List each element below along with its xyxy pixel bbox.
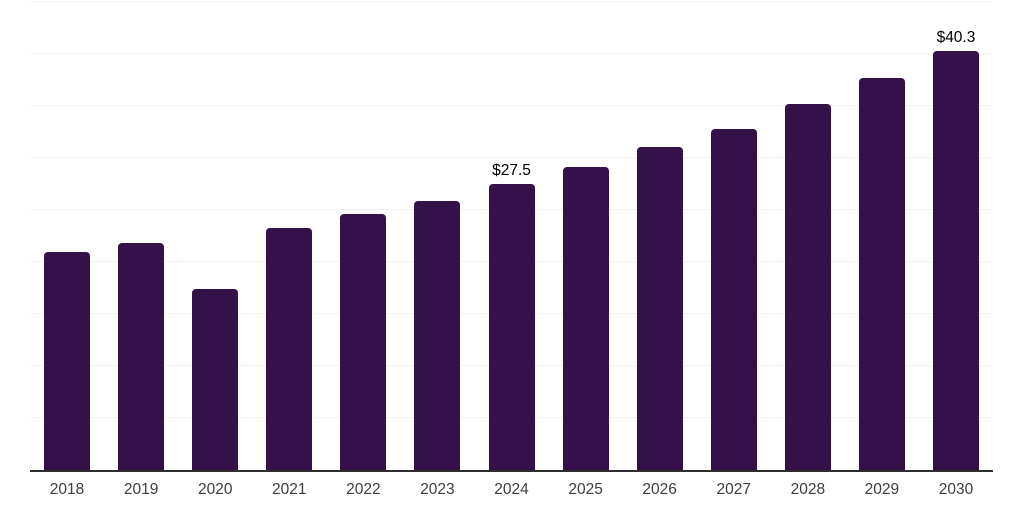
bar-2023 bbox=[414, 200, 461, 470]
x-tick-2025: 2025 bbox=[568, 481, 603, 498]
bar-2025 bbox=[562, 167, 609, 470]
bar-slot-2028 bbox=[771, 2, 845, 470]
bar-slot-2022 bbox=[326, 2, 400, 470]
bar-2020 bbox=[192, 289, 239, 470]
bar-slot-2027 bbox=[697, 2, 771, 470]
gridline-45 bbox=[30, 1, 993, 2]
gridline-35 bbox=[30, 105, 993, 106]
bar-slot-2021 bbox=[252, 2, 326, 470]
bar-slot-2019 bbox=[104, 2, 178, 470]
bar-2024: $27.5 bbox=[488, 162, 535, 470]
bar-slot-2020 bbox=[178, 2, 252, 470]
bar-slot-2023 bbox=[400, 2, 474, 470]
x-tick-2024: 2024 bbox=[494, 481, 529, 498]
bar-2029 bbox=[858, 77, 905, 470]
x-tick-2030: 2030 bbox=[938, 481, 974, 498]
x-tick-2027: 2027 bbox=[716, 481, 751, 498]
plot-area: $27.5 $40.3 bbox=[30, 1, 993, 472]
gridline-30 bbox=[30, 157, 993, 159]
bar-2027 bbox=[710, 128, 757, 470]
bar-slot-2026 bbox=[623, 2, 697, 470]
x-tick-2028: 2028 bbox=[790, 481, 826, 498]
bar-2030: $40.3 bbox=[932, 29, 979, 470]
x-axis-line bbox=[30, 470, 993, 472]
x-tick-2026: 2026 bbox=[642, 481, 677, 498]
bar-slot-2030: $40.3 bbox=[919, 2, 993, 470]
bar-2018 bbox=[44, 251, 91, 470]
x-tick-2023: 2023 bbox=[420, 481, 455, 498]
bar-slot-2029 bbox=[845, 2, 919, 470]
bar-slot-2024: $27.5 bbox=[474, 2, 548, 470]
gridline-40 bbox=[30, 53, 993, 54]
bar-2019 bbox=[118, 243, 165, 470]
bars-row: $27.5 $40.3 bbox=[30, 2, 993, 470]
x-tick-2020: 2020 bbox=[197, 481, 233, 498]
x-tick-2019: 2019 bbox=[123, 481, 159, 498]
bar-slot-2025 bbox=[549, 2, 623, 470]
bar-2026 bbox=[636, 146, 683, 470]
x-axis-tick-labels: 2018 2019 2020 2021 2022 2023 2024 2025 2026 2027… bbox=[30, 481, 993, 499]
value-label-2024: $27.5 bbox=[492, 162, 531, 179]
bar-2021 bbox=[266, 227, 313, 470]
bar-slot-2018 bbox=[30, 2, 104, 470]
x-tick-2021: 2021 bbox=[272, 481, 307, 498]
x-tick-2018: 2018 bbox=[49, 481, 85, 498]
bar-2022 bbox=[340, 214, 387, 470]
bar-2028 bbox=[784, 103, 831, 470]
x-tick-2022: 2022 bbox=[346, 481, 381, 498]
value-label-2030: $40.3 bbox=[936, 28, 976, 46]
x-tick-2029: 2029 bbox=[864, 481, 900, 498]
